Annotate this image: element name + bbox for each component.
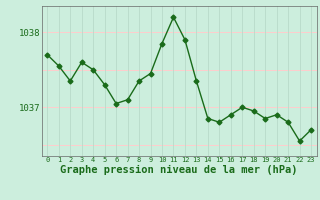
X-axis label: Graphe pression niveau de la mer (hPa): Graphe pression niveau de la mer (hPa) <box>60 165 298 175</box>
